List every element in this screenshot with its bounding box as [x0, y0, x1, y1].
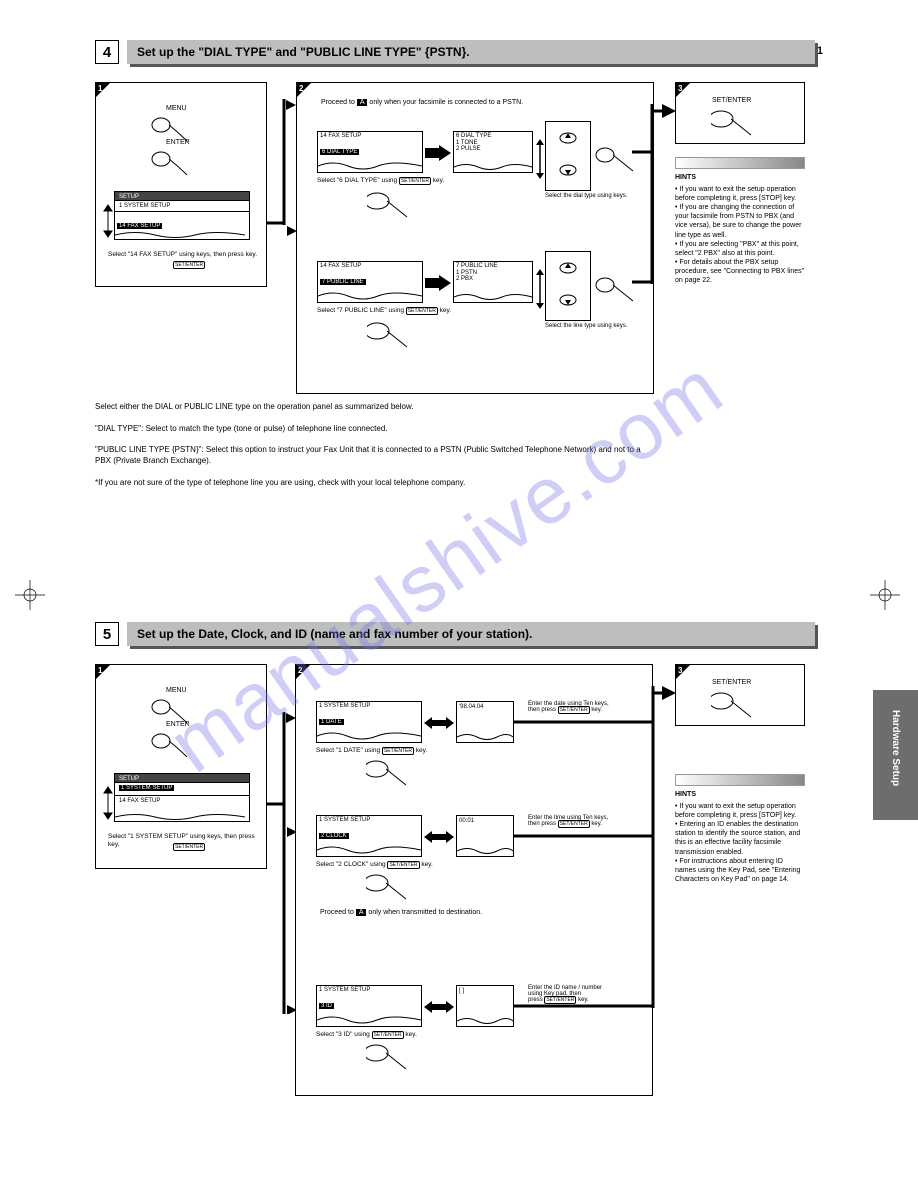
- updown-icon: [535, 269, 545, 309]
- button-icon: [151, 731, 189, 759]
- updown-icon: [102, 785, 114, 821]
- label-enter: ENTER: [166, 139, 190, 147]
- arrow-double: [424, 715, 454, 731]
- hint-header: [675, 157, 805, 169]
- updown-icon: [535, 139, 545, 179]
- arrow-right: [425, 275, 451, 291]
- connector: [632, 104, 676, 294]
- panel-1-3: 3 SET/ENTER: [675, 82, 805, 144]
- arrow-double: [424, 829, 454, 845]
- subhead: Proceed to A only when transmitted to de…: [320, 909, 482, 916]
- button-icon: [595, 145, 637, 173]
- label-enter: ENTER: [166, 721, 190, 729]
- cropmark-left: [15, 580, 45, 610]
- hints-box-5: HINTS • If you want to exit the setup op…: [675, 774, 805, 884]
- label-menu: MENU: [166, 687, 187, 695]
- button-icon: [151, 149, 189, 177]
- button-icon: [367, 321, 409, 349]
- arrow-right: [425, 145, 451, 161]
- button-icon: [367, 191, 409, 219]
- arrow-double: [424, 999, 454, 1015]
- updown-icon: [102, 203, 114, 239]
- hint-header: [675, 774, 805, 786]
- connector: [267, 712, 297, 1014]
- menu-header: SETUP: [114, 773, 250, 783]
- button-icon: [366, 1043, 408, 1071]
- side-tab-label: Hardware Setup: [890, 710, 901, 840]
- step-number-5: 5: [95, 622, 119, 646]
- hints-box-4: HINTS • If you want to exit the setup op…: [675, 157, 805, 285]
- panel-2-3: 3 SET/ENTER: [675, 664, 805, 726]
- cropmark-right: [870, 580, 900, 610]
- menu-row: 1 SYSTEM SETUP: [114, 201, 250, 212]
- panel-1-2: 2 Proceed to A only when your facsimile …: [296, 82, 654, 394]
- button-icon: [366, 759, 408, 787]
- subhead: Proceed to A only when your facsimile is…: [321, 99, 523, 106]
- menu-header: SETUP: [114, 191, 250, 201]
- menu-row-highlight: 14 FAX SETUP: [117, 223, 162, 229]
- connector: [267, 99, 297, 239]
- connector: [513, 686, 676, 1016]
- label-menu: MENU: [166, 105, 187, 113]
- instructions-4: Select either the DIAL or PUBLIC LINE ty…: [95, 402, 650, 488]
- panel-2-1: 1 MENU ENTER SETUP 1 SYSTEM SETUP 14 FAX…: [95, 664, 267, 869]
- panel-1-1: 1 MENU ENTER SETUP 1 SYSTEM SETUP 14 FAX…: [95, 82, 267, 287]
- section-title-5: Set up the Date, Clock, and ID (name and…: [127, 622, 815, 646]
- button-icon: [711, 691, 753, 719]
- step-number-4: 4: [95, 40, 119, 64]
- button-icon: [595, 275, 637, 303]
- button-icon: [711, 109, 753, 137]
- section-4: 4 Set up the "DIAL TYPE" and "PUBLIC LIN…: [95, 40, 815, 592]
- button-icon: [366, 873, 408, 901]
- section-title-4: Set up the "DIAL TYPE" and "PUBLIC LINE …: [127, 40, 815, 64]
- panel1-caption: Select "14 FAX SETUP" using keys, then p…: [108, 251, 258, 259]
- side-tab: Hardware Setup: [873, 690, 918, 820]
- section-5: 5 Set up the Date, Clock, and ID (name a…: [95, 622, 815, 1154]
